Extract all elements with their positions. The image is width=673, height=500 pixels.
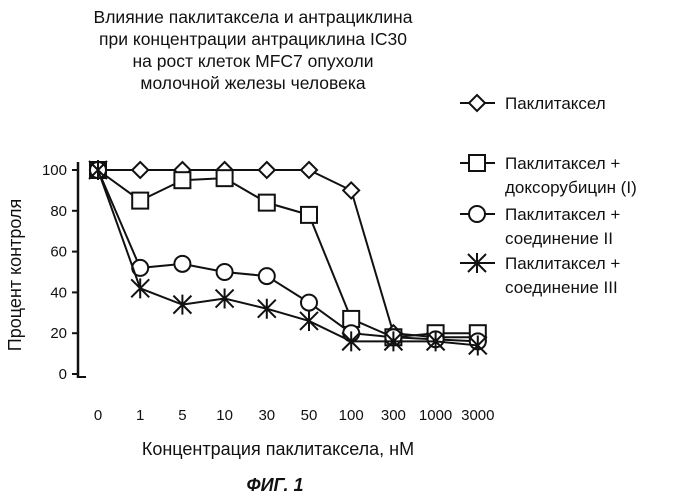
data-point-square <box>132 193 148 209</box>
x-tick-label: 1 <box>136 407 144 424</box>
chart-title-line: Влияние паклитаксела и антрациклина <box>94 7 413 27</box>
legend-label: Паклитаксел + <box>505 205 620 224</box>
chart-title-line: при концентрации антрациклина IC30 <box>99 29 407 49</box>
x-tick-label: 50 <box>301 407 318 424</box>
x-tick-label: 10 <box>216 407 233 424</box>
legend-item: Паклитаксел + соединение II <box>460 205 620 248</box>
y-axis-ticks: 0 20 40 60 80 100 <box>42 162 78 383</box>
data-point-square <box>217 170 233 186</box>
x-tick-label: 300 <box>381 407 406 424</box>
figure-caption: ФИГ. 1 <box>247 475 304 495</box>
data-point-circle <box>217 264 233 280</box>
series-circle <box>90 162 486 349</box>
legend-item: Паклитаксел + соединение III <box>460 253 620 297</box>
y-tick-label: 100 <box>42 162 67 179</box>
data-point-star <box>300 311 318 331</box>
legend-marker-square <box>469 155 485 171</box>
data-point-square <box>174 172 190 188</box>
x-tick-label: 3000 <box>461 407 494 424</box>
data-point-square <box>259 195 275 211</box>
legend-label: Паклитаксел <box>505 94 606 113</box>
series-line <box>98 170 478 337</box>
x-axis-ticks: 0 1 5 10 30 50 100 300 1000 3000 <box>94 407 495 424</box>
y-tick-label: 80 <box>50 203 67 220</box>
x-tick-label: 0 <box>94 407 102 424</box>
x-tick-label: 30 <box>258 407 275 424</box>
legend-label: Паклитаксел + <box>505 154 620 173</box>
x-tick-label: 5 <box>178 407 186 424</box>
axes <box>78 162 86 378</box>
legend-label: соединение II <box>505 229 613 248</box>
series-square <box>90 162 486 345</box>
series-diamond <box>90 162 486 345</box>
data-point-diamond <box>301 162 317 178</box>
data-point-square <box>301 207 317 223</box>
y-axis-label: Процент контроля <box>5 199 25 351</box>
data-point-circle <box>174 256 190 272</box>
legend-marker-circle <box>469 206 485 222</box>
legend: Паклитаксел Паклитаксел + доксорубицин (I)… <box>460 94 637 297</box>
x-tick-label: 1000 <box>419 407 452 424</box>
plot-area <box>89 160 487 355</box>
legend-label: доксорубицин (I) <box>505 178 637 197</box>
chart-title-line: на рост клеток MFC7 опухоли <box>133 51 374 71</box>
legend-label: соединение III <box>505 278 618 297</box>
series-line <box>98 170 478 345</box>
legend-item: Паклитаксел + доксорубицин (I) <box>460 154 637 197</box>
data-point-star <box>131 278 149 298</box>
series-line <box>98 170 478 337</box>
data-point-diamond <box>259 162 275 178</box>
legend-label: Паклитаксел + <box>505 254 620 273</box>
legend-item: Паклитаксел <box>460 94 606 113</box>
data-point-star <box>258 299 276 319</box>
data-point-circle <box>301 295 317 311</box>
legend-marker-diamond <box>469 95 485 111</box>
x-axis-label: Концентрация паклитаксела, нМ <box>142 439 414 459</box>
y-tick-label: 60 <box>50 244 67 261</box>
y-tick-label: 0 <box>59 366 67 383</box>
data-point-diamond <box>343 182 359 198</box>
data-point-diamond <box>132 162 148 178</box>
data-point-circle <box>259 268 275 284</box>
y-tick-label: 20 <box>50 325 67 342</box>
x-tick-label: 100 <box>339 407 364 424</box>
chart-title: Влияние паклитаксела и антрациклинапри к… <box>94 7 413 93</box>
chart-title-line: молочной железы человека <box>140 73 365 93</box>
y-tick-label: 40 <box>50 284 67 301</box>
